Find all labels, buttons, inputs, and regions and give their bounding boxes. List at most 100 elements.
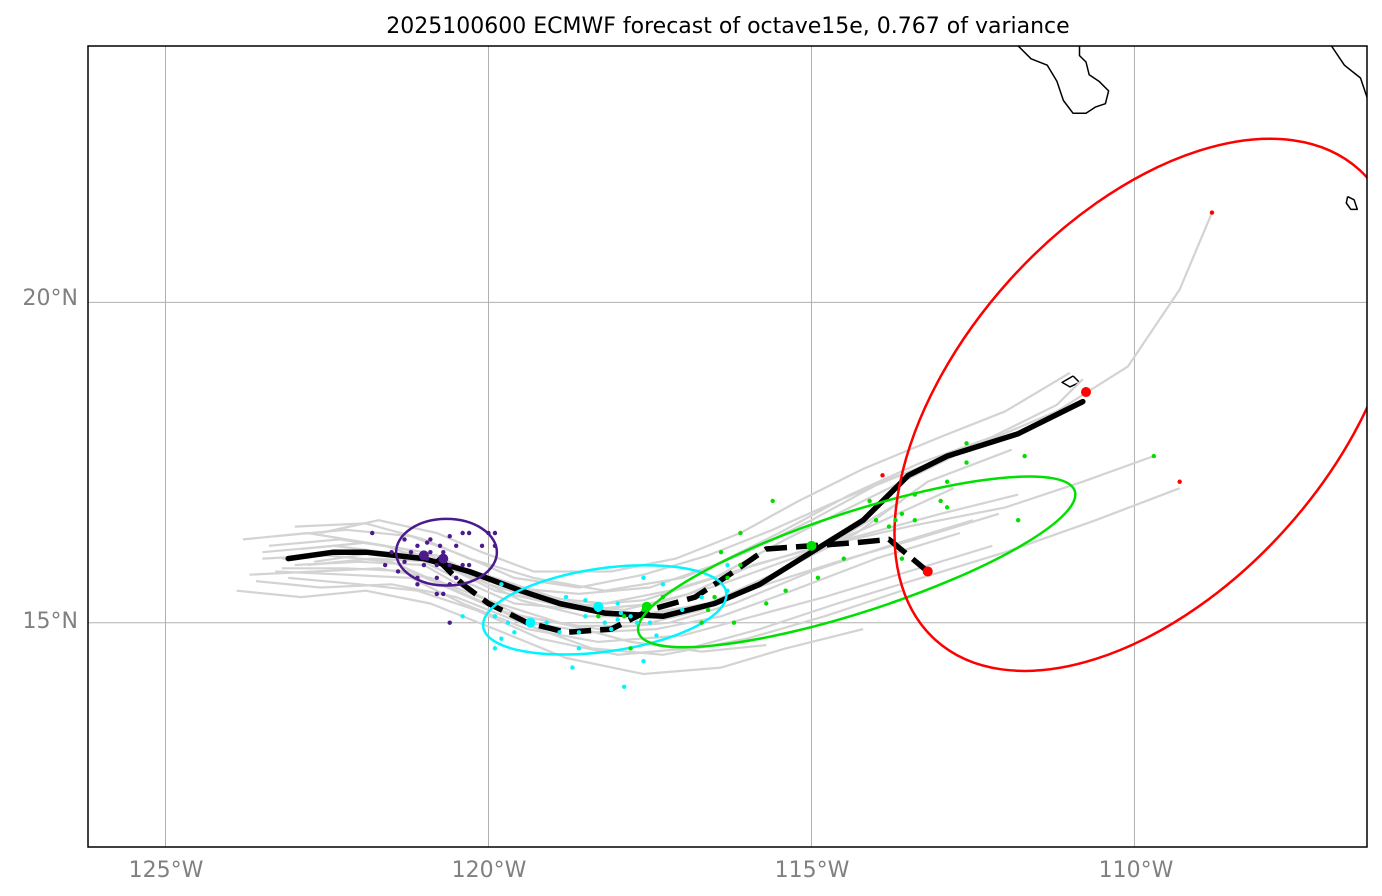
day-1-member-point <box>437 543 443 549</box>
day-2-member-point <box>583 614 588 619</box>
day-2-member-point <box>505 620 511 625</box>
forecast-points <box>370 210 1215 689</box>
day-2-member-point <box>618 610 624 616</box>
day-3-member-point <box>712 594 717 600</box>
day-3-control-point <box>641 601 652 612</box>
day-3-member-point <box>770 498 775 504</box>
day-2-member-point <box>641 658 646 664</box>
day-3-member-point <box>1015 517 1021 523</box>
day-3-member-point <box>1151 453 1157 459</box>
ensemble-track <box>288 487 1181 656</box>
day-2-member-point <box>634 620 640 625</box>
day-5-member-point <box>880 473 885 478</box>
clarion-island-coastline <box>1345 195 1359 211</box>
day-3-member-point <box>621 614 627 619</box>
ensemble-track <box>320 371 1071 573</box>
lon-tick-label: 110°W <box>1099 858 1174 883</box>
day-1-member-point <box>402 537 407 542</box>
day-2-member-point <box>725 562 730 568</box>
day-5-member-point <box>1177 479 1182 484</box>
day-1-member-point <box>447 562 452 568</box>
day-2-member-point <box>544 620 549 625</box>
lon-tick-label: 125°W <box>129 858 204 883</box>
day-5-control-point <box>922 566 933 577</box>
day-2-member-point <box>609 626 614 632</box>
day-1-member-point <box>453 575 459 581</box>
day-3-member-point <box>764 601 769 606</box>
day-2-ellipse <box>481 564 728 656</box>
ensemble-track <box>313 493 1019 605</box>
day-1-member-point <box>415 582 420 587</box>
day-2-member-point <box>576 646 582 651</box>
day-1-member-point <box>428 550 433 555</box>
ensemble-track <box>281 531 961 634</box>
day-2-member-point <box>460 614 465 619</box>
day-2-control-point <box>593 601 604 612</box>
day-1-member-point <box>492 530 498 536</box>
coastlines <box>1017 46 1367 388</box>
baja-california-coastline <box>1017 46 1110 115</box>
day-2-member-point <box>492 614 498 619</box>
day-3-member-point <box>899 511 905 516</box>
day-3-member-point <box>815 575 821 581</box>
day-1-member-point <box>460 530 465 536</box>
day-2-member-point <box>576 630 582 635</box>
day-2-member-point <box>699 594 704 600</box>
day-2-member-point <box>628 614 633 619</box>
day-3-member-point <box>660 594 666 600</box>
day-1-member-point <box>453 543 459 549</box>
day-3-member-point <box>899 556 905 561</box>
day-2-member-point <box>492 646 498 651</box>
day-1-member-point <box>382 562 388 568</box>
day-2-member-point <box>621 684 627 689</box>
day-2-member-point <box>654 633 659 638</box>
day-1-member-point <box>447 582 452 587</box>
day-3-member-point <box>596 614 601 619</box>
control-track <box>434 536 930 636</box>
day-1-member-point <box>466 562 472 568</box>
day-1-member-point <box>415 575 420 581</box>
day-1-member-point <box>447 620 452 625</box>
day-2-member-point <box>680 607 685 613</box>
day-5-member-point <box>1209 210 1215 215</box>
socorro-island-coastline <box>1061 375 1081 388</box>
day-3-member-point <box>705 607 711 613</box>
ensemble-tracks <box>236 212 1214 676</box>
day-2-member-point <box>660 582 666 587</box>
day-1-member-point <box>441 550 446 555</box>
day-3-member-point <box>738 530 743 536</box>
day-2-member-point <box>725 588 730 593</box>
day-1-ellipse <box>394 517 499 587</box>
ensemble-track <box>236 589 864 676</box>
day-2-member-point <box>499 636 504 641</box>
lon-tick-label: 115°W <box>775 858 850 883</box>
day-2-member-point <box>615 617 620 622</box>
day-1-member-point <box>486 530 491 536</box>
day-3-member-point <box>783 588 788 593</box>
day-1-member-point <box>466 530 472 536</box>
day-2-member-point <box>570 665 575 670</box>
day-3-member-point <box>944 505 950 510</box>
plot-frame <box>87 45 1368 848</box>
day-3-member-point <box>731 620 737 625</box>
day-5-ellipse <box>893 137 1367 673</box>
day-1-member-point <box>408 550 414 555</box>
mean-track-layer <box>285 398 1086 636</box>
day-2-member-point <box>602 620 607 625</box>
day-2-member-point <box>557 630 562 635</box>
day-1-member-point <box>447 534 452 539</box>
day-1-member-point <box>441 591 446 597</box>
day-1-member-point <box>370 530 375 536</box>
ensemble-track <box>275 442 980 589</box>
day-1-member-point <box>395 569 401 574</box>
day-1-member-point <box>421 562 427 568</box>
day-1-member-point <box>428 537 433 542</box>
day-1-member-point <box>424 540 430 545</box>
day-3-member-point <box>944 479 950 484</box>
day-1-member-point <box>434 575 440 581</box>
day-3-member-point <box>893 517 898 523</box>
day-2-member-point <box>583 598 588 603</box>
day-1-member-point <box>492 543 498 549</box>
day-2-member-point <box>641 575 646 581</box>
day-1-mean-point <box>418 550 429 561</box>
